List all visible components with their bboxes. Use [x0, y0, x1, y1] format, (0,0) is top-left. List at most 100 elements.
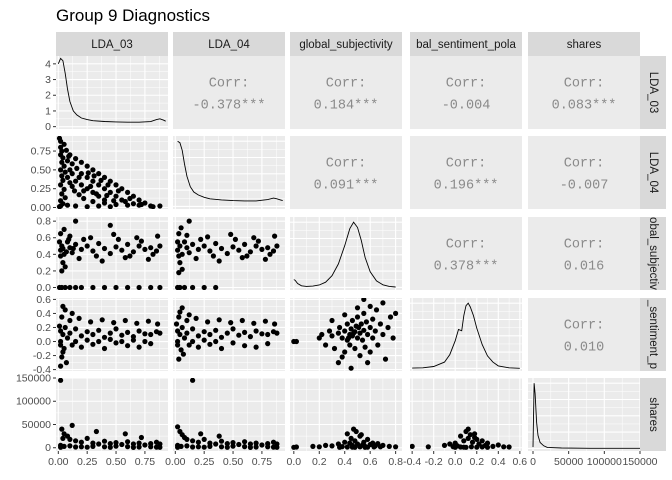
scatter-point	[213, 284, 219, 290]
scatter-point	[59, 426, 65, 432]
scatter-point	[177, 243, 183, 249]
scatter-point	[142, 331, 148, 337]
corr-panel-global_sentiment_polarity-shares: Corr: 0.010	[528, 298, 640, 371]
corr-label: Corr:	[564, 77, 605, 92]
scatter-point	[267, 251, 273, 257]
scatter-point	[372, 328, 378, 334]
scatter-point	[344, 431, 350, 437]
scatter-point	[62, 284, 68, 290]
scatter-point	[205, 319, 211, 325]
scatter-point	[90, 331, 96, 338]
scatter-panel-LDA_04-vs-global_sentiment_polarity	[173, 298, 285, 371]
scatter-point	[224, 250, 230, 257]
scatter-point	[157, 243, 163, 249]
y-tick-label: 0	[45, 121, 51, 133]
scatter-point	[293, 338, 299, 345]
density-panel-global_sentiment_polarity	[410, 298, 522, 371]
row-strip-global_sentiment_polarity: _sentiment_p	[640, 298, 666, 371]
scatter-point	[66, 153, 72, 159]
x-tick-label: 0.6	[363, 456, 378, 468]
scatter-point	[242, 439, 248, 445]
scatter-point	[319, 331, 325, 338]
scatter-point	[362, 444, 368, 450]
scatter-point	[67, 443, 73, 449]
scatter-point	[342, 328, 348, 334]
scatter-point	[62, 264, 68, 270]
scatter-point	[136, 344, 142, 350]
scatter-point	[270, 444, 277, 450]
scatter-point	[157, 203, 163, 209]
x-tick-label: 0.75	[135, 456, 156, 468]
scatter-point	[213, 240, 219, 247]
scatter-point	[90, 284, 96, 290]
scatter-point	[274, 330, 280, 336]
scatter-point	[501, 444, 507, 450]
scatter-point	[125, 439, 131, 445]
y-tick-label: 2	[45, 90, 51, 102]
scatter-point	[60, 331, 66, 338]
scatter-point	[73, 218, 79, 224]
scatter-point	[96, 182, 102, 188]
row-strip-label: shares	[647, 397, 659, 432]
scatter-point	[73, 156, 79, 162]
scatter-point	[247, 334, 253, 340]
scatter-point	[107, 178, 113, 184]
scatter-point	[60, 303, 66, 309]
corr-panel-global_subjectivity-shares: Corr: 0.016	[528, 217, 640, 290]
scatter-point	[76, 315, 82, 321]
scatter-point	[190, 284, 196, 290]
scatter-point	[150, 204, 156, 209]
scatter-point	[138, 434, 144, 441]
scatter-point	[236, 332, 242, 338]
scatter-point	[111, 231, 117, 237]
scatter-point	[265, 444, 271, 450]
density-curve-shares	[532, 383, 640, 449]
scatter-point	[180, 351, 186, 357]
row-strip-label: _sentiment_p	[647, 299, 659, 369]
y-tick-label: 0.2	[36, 322, 51, 334]
scatter-point	[61, 141, 67, 147]
density-panel-LDA_03	[56, 56, 168, 129]
scatter-point	[113, 201, 119, 208]
scatter-point	[175, 338, 181, 345]
scatter-point	[375, 342, 381, 348]
scatter-point	[242, 329, 248, 335]
scatter-point	[67, 167, 73, 173]
scatter-point	[207, 248, 213, 254]
x-tick-label: 0.4	[491, 456, 506, 468]
scatter-point	[93, 428, 99, 435]
scatter-point	[218, 345, 225, 352]
density-curve-global_subjectivity	[293, 221, 396, 288]
scatter-point	[362, 344, 368, 350]
scatter-point	[205, 234, 211, 240]
scatter-point	[101, 438, 108, 444]
scatter-point	[155, 321, 161, 327]
scatter-point	[84, 329, 90, 335]
scatter-point	[363, 319, 369, 325]
scatter-point	[153, 248, 160, 254]
scatter-point	[155, 233, 161, 239]
scatter-point	[96, 327, 102, 333]
scatter-point	[134, 235, 140, 241]
scatter-point	[101, 334, 108, 340]
scatter-point	[58, 253, 64, 259]
y-tick-label: 0.50	[31, 164, 52, 176]
corr-value: 0.378***	[434, 260, 499, 275]
scatter-point	[361, 439, 367, 445]
scatter-point	[373, 307, 380, 313]
x-tick-label: 100000	[587, 456, 622, 468]
scatter-point	[81, 236, 87, 242]
scatter-point	[127, 195, 133, 202]
scatter-point	[349, 317, 355, 324]
scatter-point	[195, 444, 201, 450]
scatter-point	[179, 324, 185, 331]
scatter-point	[125, 241, 131, 247]
scatter-point	[198, 431, 204, 437]
scatter-point	[181, 239, 188, 245]
scatter-point	[176, 253, 182, 259]
scatter-point	[64, 158, 71, 164]
scatter-point	[58, 182, 64, 188]
x-tick-label: 0.00	[48, 456, 69, 468]
scatter-point	[310, 443, 316, 449]
scatter-point	[59, 173, 65, 179]
